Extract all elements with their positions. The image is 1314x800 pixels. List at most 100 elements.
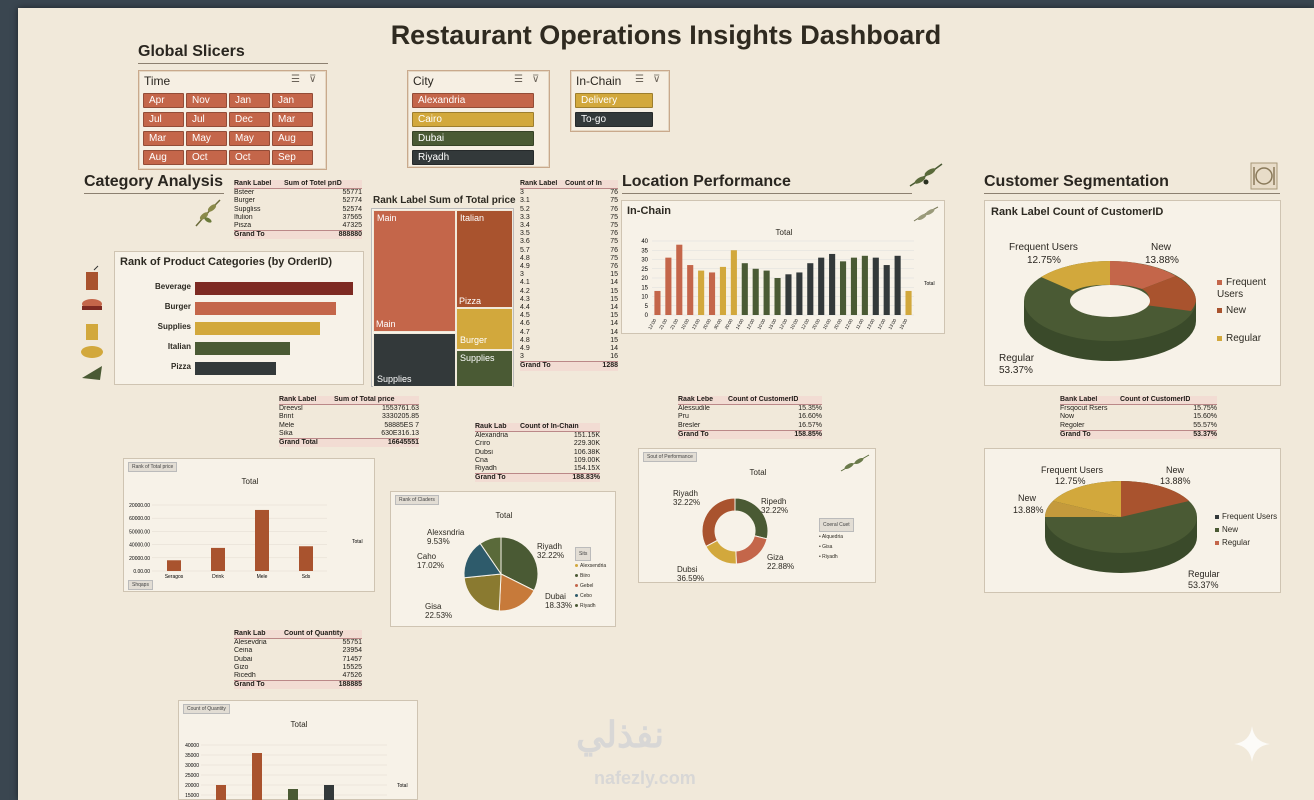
treemap-cell-main-2: Main — [373, 317, 456, 329]
pizza-slice-icon — [82, 366, 102, 380]
pivot-row-value: 14 — [610, 279, 618, 287]
treemap-cell-supplies-2: Supplies — [456, 350, 513, 387]
pivot-col-header[interactable]: Rank Lab — [234, 630, 266, 637]
chart-cities-pie: Rank of Claders Total Alexsndria 9.53% Riy… — [390, 491, 616, 627]
pivot-row-value: 76 — [610, 189, 618, 197]
pivot-row-label: 4.1 — [520, 279, 530, 287]
slicer-item-dec[interactable]: Dec — [229, 112, 270, 127]
pivot-col-header[interactable]: Rauk Lab — [475, 423, 507, 430]
label-new-2-pct: 13.88% — [1013, 505, 1044, 515]
slicer-item-oct[interactable]: Oct — [229, 150, 270, 165]
slicer-item-may[interactable]: May — [229, 131, 270, 146]
slicer-item-apr[interactable]: Apr — [143, 93, 184, 108]
pivot-row: Supgliss 52574 — [234, 206, 362, 214]
chart-location-donut: Sout of Performance Total Riyadh 32.22% Ri… — [638, 448, 876, 583]
multi-select-icon[interactable]: ☰ — [635, 74, 644, 85]
pivot-row: 3 15 — [520, 271, 618, 279]
slicer-item-mar[interactable]: Mar — [143, 131, 184, 146]
inchain-bar — [654, 290, 661, 315]
pivot-row: Regoler 55.57% — [1060, 422, 1217, 430]
slicer-item-sep[interactable]: Sep — [272, 150, 313, 165]
y-tick-label: 35 — [641, 248, 648, 254]
quantity-bar — [252, 753, 262, 800]
legend-header[interactable]: Sits — [575, 547, 592, 561]
price-plot: 20000.00 60000.00 50000.00 40000.00 20000.00… — [129, 503, 362, 580]
slicer-item-aug[interactable]: Aug — [272, 131, 313, 146]
multi-select-icon[interactable]: ☰ — [291, 74, 300, 85]
chart-title: Rank Label Count of CustomerID — [991, 206, 1164, 218]
slicer-item-jan[interactable]: Jan — [272, 93, 313, 108]
pivot-row: 4.8 15 — [520, 337, 618, 345]
slicer-item-riyadh[interactable]: Riyadh — [412, 150, 534, 165]
pivot-row-label: Dubsi — [475, 448, 493, 456]
legend-text: Gisa — [822, 544, 833, 550]
slicer-item-jan[interactable]: Jan — [229, 93, 270, 108]
clear-filter-icon[interactable]: ⊽ — [653, 74, 661, 85]
multi-select-icon[interactable]: ☰ — [514, 74, 523, 85]
donut-label: Dubsi — [677, 565, 698, 574]
slicer-item-jul[interactable]: Jul — [186, 112, 227, 127]
legend-header[interactable]: Coeral Cuet — [819, 518, 854, 532]
legend-marker — [575, 564, 578, 567]
slicer-item-mar[interactable]: Mar — [272, 112, 313, 127]
pivot-row: Dreevsl 1553761.63 — [279, 405, 419, 413]
y-tick-label: 20 — [641, 276, 648, 282]
watermark-url: nafezly.com — [594, 768, 696, 788]
legend-text: Biiro — [580, 573, 591, 579]
clear-filter-icon[interactable]: ⊽ — [532, 74, 540, 85]
slicer-item-jul[interactable]: Jul — [143, 112, 184, 127]
inchain-bar — [850, 257, 858, 315]
x-tick-label: 13:00 — [887, 318, 897, 331]
pie-label-pct: 22.53% — [425, 611, 453, 620]
pivot-col-header[interactable]: Bank Label — [1060, 396, 1098, 403]
slicer-item-delivery[interactable]: Delivery — [575, 93, 653, 108]
label-regular: Regular — [1188, 569, 1220, 579]
legend-item: Frequent Users — [1222, 512, 1278, 521]
slicer-item-dubai[interactable]: Dubai — [412, 131, 534, 146]
legend-text: Riyadh — [822, 554, 838, 560]
inchain-bar — [861, 255, 868, 315]
slicer-item-oct[interactable]: Oct — [186, 150, 227, 165]
x-tick-label: 10:00 — [789, 318, 799, 331]
filter-dropdown[interactable]: Shqaps — [128, 580, 153, 590]
pivot-row: 5.7 76 — [520, 247, 618, 255]
chart-tag: Rank of Claders — [395, 495, 439, 505]
pivot-row: 3.1 75 — [520, 197, 618, 205]
clear-filter-icon[interactable]: ⊽ — [309, 74, 317, 85]
pie-label: Alexsndria — [427, 528, 465, 537]
slicer-item-aug[interactable]: Aug — [143, 150, 184, 165]
pivot-row: Ifulion 37565 — [234, 214, 362, 222]
slicer-item-alexandria[interactable]: Alexandria — [412, 93, 534, 108]
pivot-table-inchain: Rauk Lab Count of In-Chain Alexandria 151.1… — [475, 423, 600, 483]
pivot-col-header: Sum of Totel priD — [284, 180, 342, 187]
pivot-col-header[interactable]: Raak Lebe — [678, 396, 714, 403]
chart-title: Total — [241, 477, 259, 486]
slicer-item-nov[interactable]: Nov — [186, 93, 227, 108]
dashboard-canvas: Restaurant Operations Insights Dashboard… — [18, 8, 1314, 800]
pivot-row-label: Dubai — [234, 655, 253, 663]
pivot-col-header[interactable]: Rank Label — [520, 180, 558, 187]
quantity-bar — [288, 789, 298, 800]
section-title-customer: Customer Segmentation — [984, 173, 1280, 194]
pivot-row-value: 52574 — [342, 205, 362, 213]
pivot-row-value: 75 — [610, 213, 618, 221]
pivot-col-header[interactable]: Rank Label — [279, 396, 317, 403]
pivot-total-label: Grand Total — [279, 439, 318, 447]
pivot-col-header: Count of In-Chain — [520, 423, 579, 430]
pivot-grand-total: Grand To 1288 — [520, 361, 618, 371]
x-tick-label: 15:00 — [767, 318, 777, 331]
pivot-col-header[interactable]: Rank Label — [234, 180, 272, 187]
pivot-total-value: 888880 — [338, 231, 362, 239]
x-tick-label: 13:00 — [866, 318, 876, 331]
slicer-item-to-go[interactable]: To-go — [575, 112, 653, 127]
y-tick-label: 10 — [641, 295, 648, 301]
pivot-row-label: Dreevsl — [279, 405, 303, 413]
quantity-plot: 40000350003000025000200001500010000Total — [185, 743, 408, 800]
pivot-row-value: 229.30K — [573, 440, 600, 448]
slicer-item-may[interactable]: May — [186, 131, 227, 146]
slicer-item-cairo[interactable]: Cairo — [412, 112, 534, 127]
pivot-row: 4.9 76 — [520, 263, 618, 271]
legend-customer: Frequent Users New Regular — [1217, 277, 1277, 345]
pivot-row-label: 4.9 — [520, 345, 530, 353]
pivot-row-label: Ricedh — [234, 672, 256, 680]
